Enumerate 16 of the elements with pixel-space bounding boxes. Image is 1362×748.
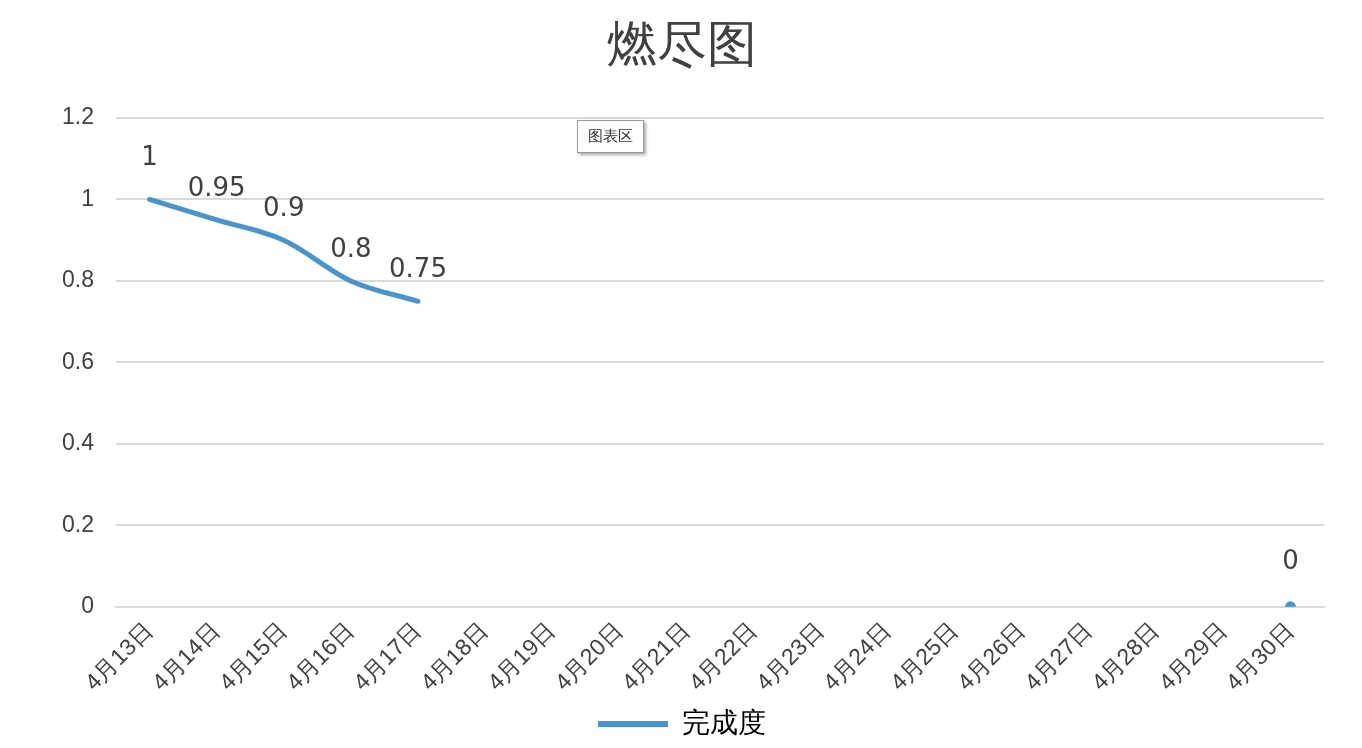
y-tick-label: 0.4 [61,429,95,456]
y-tick-label: 1.2 [61,103,94,130]
data-label: 0.95 [187,171,246,202]
y-tick-label: 0.6 [61,347,94,374]
data-label: 0.75 [389,253,447,284]
y-tick-label: 1 [81,184,94,211]
legend-label: 完成度 [682,706,766,738]
y-tick-label: 0 [81,592,94,619]
y-tick-label: 0.2 [61,510,94,537]
chart-title: 燃尽图 [607,14,757,73]
annotation: 图表区 [577,120,644,153]
data-label: 1 [141,141,158,172]
y-tick-label: 0.8 [61,266,94,293]
data-label: 0.8 [330,232,372,263]
data-label: 0 [1282,544,1299,575]
data-label: 0.9 [263,191,305,222]
